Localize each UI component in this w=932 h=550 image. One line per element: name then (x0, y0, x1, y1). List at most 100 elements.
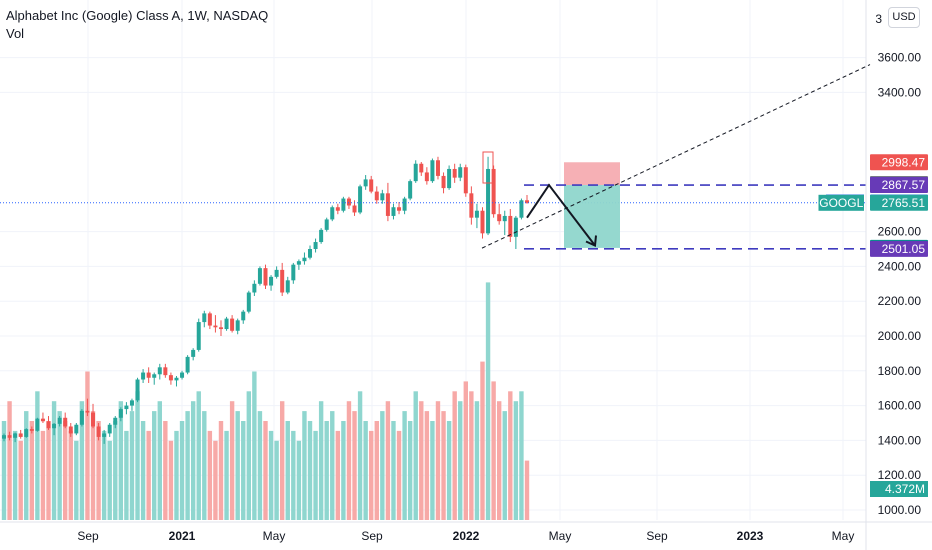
volume-bar (146, 430, 151, 520)
candle-body (513, 217, 518, 237)
candle-body (497, 214, 502, 222)
candle-body (29, 429, 34, 431)
volume-bar (485, 282, 491, 520)
price-label-box (870, 177, 928, 194)
volume-bar (441, 411, 446, 520)
candle-body (302, 257, 307, 262)
candle-body (252, 283, 257, 293)
candle-body (369, 179, 374, 192)
arrow-head (585, 235, 597, 247)
volume-bar (502, 411, 507, 520)
volume-bar (35, 391, 40, 520)
candle-body (230, 318, 235, 331)
price-tick-label: 2600.00 (878, 225, 922, 239)
volume-bar (352, 411, 357, 520)
volume-bar (68, 430, 73, 520)
volume-bar (129, 411, 135, 520)
candle-body (52, 423, 57, 429)
volume-bar (513, 401, 519, 520)
stop-loss-zone (564, 162, 620, 186)
volume-bar (313, 430, 318, 520)
price-tick-label: 1800.00 (878, 364, 922, 378)
volume-bar (496, 401, 502, 520)
candle-body (419, 163, 424, 173)
price-tick-label: 2200.00 (878, 294, 922, 308)
volume-bar (291, 430, 296, 520)
volume-bar (424, 411, 430, 520)
candle-body (218, 327, 223, 330)
candle-body (107, 424, 112, 434)
volume-bar (402, 411, 407, 520)
price-tick-label: 1200.00 (878, 468, 922, 482)
volume-bar (463, 381, 468, 520)
candle-body (57, 417, 62, 424)
volume-bar (385, 401, 391, 520)
candle-body (257, 268, 262, 284)
volume-bar (202, 411, 207, 520)
candle-body (46, 421, 51, 429)
candle-body (202, 313, 207, 323)
volume-bar (218, 421, 224, 520)
price-label: 2501.05 (882, 242, 926, 256)
candle-body (474, 210, 479, 218)
candle-body (413, 163, 418, 182)
price-tick-label: 3400.00 (878, 85, 922, 99)
volume-bar (24, 411, 29, 520)
candle-body (402, 198, 407, 211)
candle-body (129, 400, 134, 406)
volume-indicator-label[interactable]: Vol (6, 26, 25, 41)
volume-label: 4.372M (885, 482, 925, 496)
volume-bar (140, 421, 146, 520)
volume-bar (307, 421, 313, 520)
candle-body (168, 375, 173, 381)
volume-bar (285, 421, 290, 520)
volume-bar (101, 430, 107, 520)
candle-body (285, 280, 290, 293)
candle-body (435, 160, 440, 176)
candle-body (508, 215, 513, 237)
price-label-box (870, 194, 928, 211)
volume-bar (363, 421, 368, 520)
time-tick-label: 2021 (169, 529, 196, 543)
volume-bar (374, 421, 379, 520)
candle-body (502, 215, 507, 222)
candle-body (124, 405, 129, 410)
volume-bar (391, 421, 396, 520)
candle-body (430, 160, 435, 182)
candle-body (7, 435, 12, 438)
time-tick-label: May (263, 529, 286, 543)
volume-bar (207, 430, 213, 520)
volume-bar (252, 371, 257, 520)
candle-body (469, 193, 474, 218)
volume-bar (480, 361, 485, 520)
candle-body (152, 374, 157, 378)
candle-body (2, 435, 6, 439)
volume-bar (190, 401, 196, 520)
candle-body (374, 191, 379, 201)
candle-body (74, 424, 79, 434)
volume-bar (1, 421, 7, 520)
volume-bar (40, 430, 46, 520)
volume-bar (46, 421, 51, 520)
price-tick-label: 2400.00 (878, 259, 922, 273)
volume-bar (118, 401, 124, 520)
candle-body (35, 418, 40, 431)
candle-body (358, 186, 363, 213)
candle-body (196, 322, 201, 350)
candle-body (424, 172, 429, 182)
candle-body (191, 349, 196, 357)
symbol-title[interactable]: Alphabet Inc (Google) Class A, 1W, NASDA… (6, 8, 269, 23)
volume-bar (380, 411, 385, 520)
volume-bar (57, 411, 62, 520)
candle-body (486, 168, 491, 234)
volume-bar (519, 391, 524, 520)
volume-bar (135, 391, 140, 520)
currency-button[interactable]: USD (888, 7, 920, 28)
candle-body (141, 372, 146, 380)
candle-body (385, 193, 390, 216)
price-tag: GOOGL (819, 196, 863, 210)
time-tick-label: Sep (646, 529, 668, 543)
candle-body (308, 249, 313, 258)
